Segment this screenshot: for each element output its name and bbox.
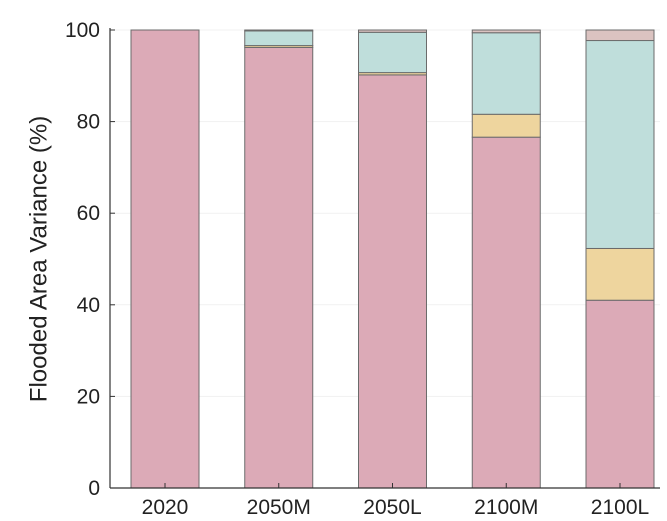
bar-2100M-series-2 <box>471 113 541 138</box>
bar-2050L-series-1 <box>358 74 427 489</box>
y-tick-label: 80 <box>77 111 100 134</box>
bar-2100M-series-3 <box>471 32 541 115</box>
y-tick-label: 60 <box>77 202 100 225</box>
bar-2100L-series-4 <box>585 29 655 42</box>
bar-2100M-series-4 <box>471 29 541 34</box>
bar-2050L-series-4 <box>358 29 427 33</box>
bar-2100L-series-1 <box>585 299 655 489</box>
y-tick-label: 100 <box>65 19 100 42</box>
bar-2050M-series-4 <box>244 29 314 32</box>
bar-2050L-series-3 <box>358 31 427 74</box>
bar-2020-series-1 <box>130 29 200 489</box>
y-tick-labels: 0 20 40 60 80 100 <box>65 19 115 500</box>
axes <box>109 28 660 489</box>
x-tick-label-2050L: 2050L <box>363 496 421 519</box>
bar-2050M-series-1 <box>244 46 314 489</box>
bar-2100L-series-3 <box>585 40 655 249</box>
x-tick-label-2100L: 2100L <box>591 496 649 519</box>
y-tick-label: 0 <box>88 477 100 500</box>
y-tick-label: 20 <box>77 385 100 408</box>
x-tick-labels: 2020 2050M 2050L 2100M 2100L <box>142 483 649 519</box>
bar-2100M-series-1 <box>471 136 541 489</box>
bar-2050M-series-3 <box>244 30 314 47</box>
y-axis-title: Flooded Area Variance (%) <box>25 116 52 402</box>
x-tick-label-2050M: 2050M <box>247 496 311 519</box>
x-tick-label-2020: 2020 <box>142 496 189 519</box>
bars <box>130 29 655 489</box>
bar-2100L-series-2 <box>585 247 655 301</box>
y-tick-label: 40 <box>77 294 100 317</box>
x-tick-label-2100M: 2100M <box>474 496 538 519</box>
